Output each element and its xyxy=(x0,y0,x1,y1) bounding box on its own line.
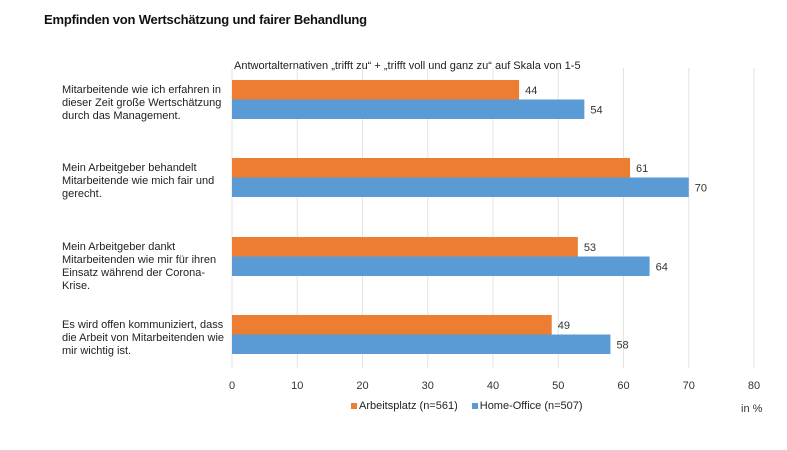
x-tick-label: 10 xyxy=(291,380,303,392)
legend-label: Arbeitsplatz (n=561) xyxy=(359,400,458,412)
data-label: 53 xyxy=(584,242,596,254)
data-label: 49 xyxy=(558,320,570,332)
x-tick-label: 70 xyxy=(683,380,695,392)
data-label: 61 xyxy=(636,163,648,175)
bar-home-office xyxy=(232,177,689,197)
bar-arbeitsplatz xyxy=(232,315,552,335)
legend-label: Home-Office (n=507) xyxy=(479,400,583,412)
x-tick-label: 60 xyxy=(617,380,629,392)
x-tick-label: 0 xyxy=(229,380,235,392)
category-label: Mein Arbeitgeber behandelt Mitarbeitende… xyxy=(62,162,215,200)
bar-arbeitsplatz xyxy=(232,158,631,178)
bar-home-office xyxy=(232,334,611,354)
category-label: Mein Arbeitgeber dankt Mitarbeitenden wi… xyxy=(62,241,217,292)
data-label: 64 xyxy=(656,261,668,273)
bar-home-office xyxy=(232,99,585,119)
legend-swatch xyxy=(471,403,478,409)
data-label: 58 xyxy=(616,339,628,351)
data-label: 44 xyxy=(525,85,537,97)
legend: Arbeitsplatz (n=561) Home-Office (n=507) xyxy=(351,400,583,412)
x-tick-label: 30 xyxy=(422,380,434,392)
x-tick-label: 80 xyxy=(748,380,760,392)
bar-arbeitsplatz xyxy=(232,237,578,257)
data-label: 70 xyxy=(695,182,707,194)
x-tick-label: 50 xyxy=(552,380,564,392)
x-tick-label: 40 xyxy=(487,380,499,392)
bar-home-office xyxy=(232,256,650,276)
data-label: 54 xyxy=(590,104,602,116)
legend-item-home-office: Home-Office (n=507) xyxy=(471,400,583,412)
chart-subtitle: Antwortalternativen „trifft zu“ + „triff… xyxy=(234,60,581,72)
chart-title: Empfinden von Wertschätzung und fairer B… xyxy=(44,12,367,27)
x-tick-label: 20 xyxy=(356,380,368,392)
category-label: Mitarbeitende wie ich erfahren in dieser… xyxy=(62,84,222,122)
category-label: Es wird offen kommuniziert, dass die Arb… xyxy=(62,319,225,357)
legend-item-arbeitsplatz: Arbeitsplatz (n=561) xyxy=(351,400,458,412)
x-axis-unit-label: in % xyxy=(741,403,763,415)
bar-arbeitsplatz xyxy=(232,80,520,100)
legend-swatch xyxy=(351,403,357,409)
